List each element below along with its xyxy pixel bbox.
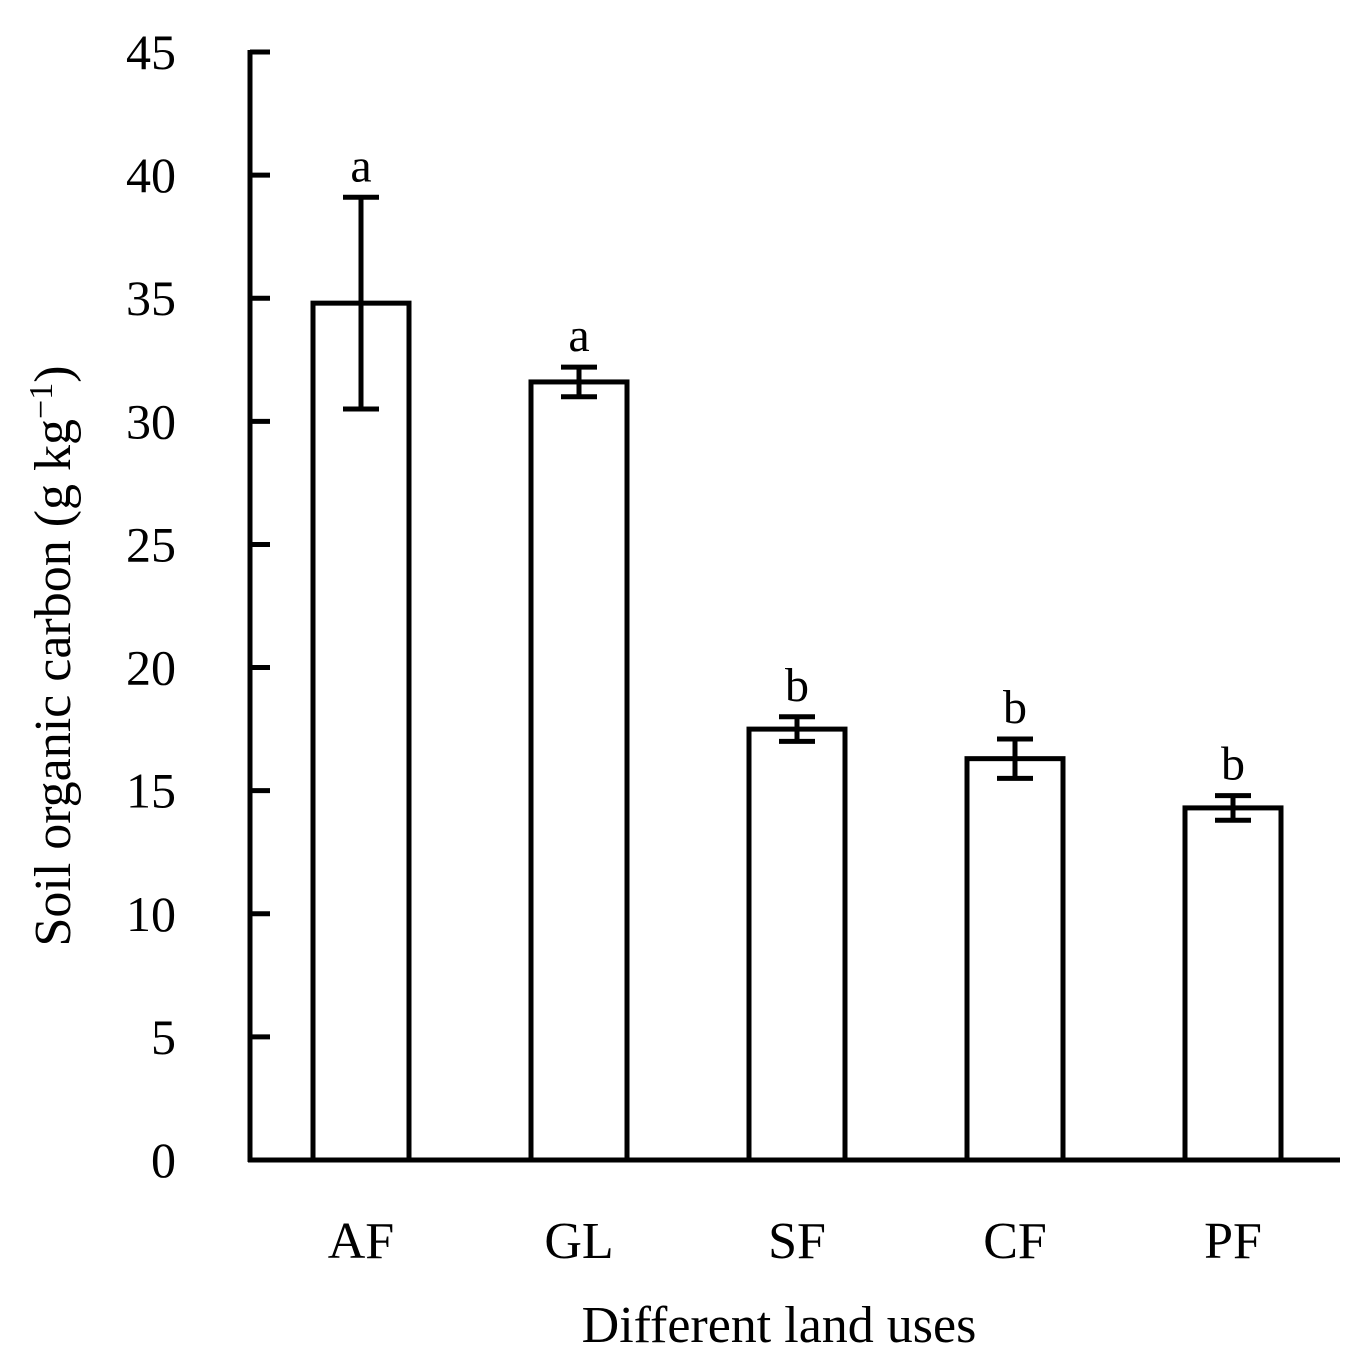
y-tick-label: 5 (151, 1009, 176, 1065)
category-label-cf: CF (983, 1213, 1047, 1270)
bar-af (310, 300, 412, 1163)
y-tick-label: 45 (126, 24, 176, 80)
category-label-pf: PF (1204, 1213, 1262, 1270)
y-axis-title-main: Soil organic carbon (g kg (25, 419, 82, 947)
y-tick-label: 25 (126, 516, 176, 572)
y-axis-ticks: 0 5 10 15 20 25 30 35 40 45 (126, 24, 270, 1188)
significance-label-pf: b (1221, 738, 1245, 791)
error-bars (343, 194, 1251, 823)
bar-pf (1182, 805, 1284, 1163)
category-label-af: AF (328, 1213, 394, 1270)
y-axis-title-superscript: −1 (23, 383, 60, 419)
y-tick-label: 30 (126, 393, 176, 449)
y-tick-label: 0 (151, 1132, 176, 1188)
significance-label-af: a (350, 139, 371, 192)
x-axis-title: Different land uses (582, 1297, 977, 1354)
y-tick-label: 15 (126, 763, 176, 819)
category-label-gl: GL (544, 1213, 613, 1270)
bar-cf (964, 756, 1066, 1163)
x-axis-category-labels: AF GL SF CF PF (328, 1213, 1262, 1270)
y-tick-label: 10 (126, 886, 176, 942)
y-tick-label: 20 (126, 640, 176, 696)
significance-label-cf: b (1003, 681, 1027, 734)
category-label-sf: SF (768, 1213, 826, 1270)
y-axis-title: Soil organic carbon (g kg−1) (23, 365, 82, 946)
y-axis-title-close: ) (25, 365, 82, 382)
y-tick-label: 40 (126, 147, 176, 203)
significance-label-gl: a (568, 309, 589, 362)
bar-gl (528, 379, 630, 1163)
significance-label-sf: b (785, 659, 809, 712)
significance-labels: a a b b b (350, 139, 1245, 790)
bars (310, 300, 1284, 1163)
y-tick-label: 35 (126, 270, 176, 326)
bar-sf (746, 726, 848, 1163)
